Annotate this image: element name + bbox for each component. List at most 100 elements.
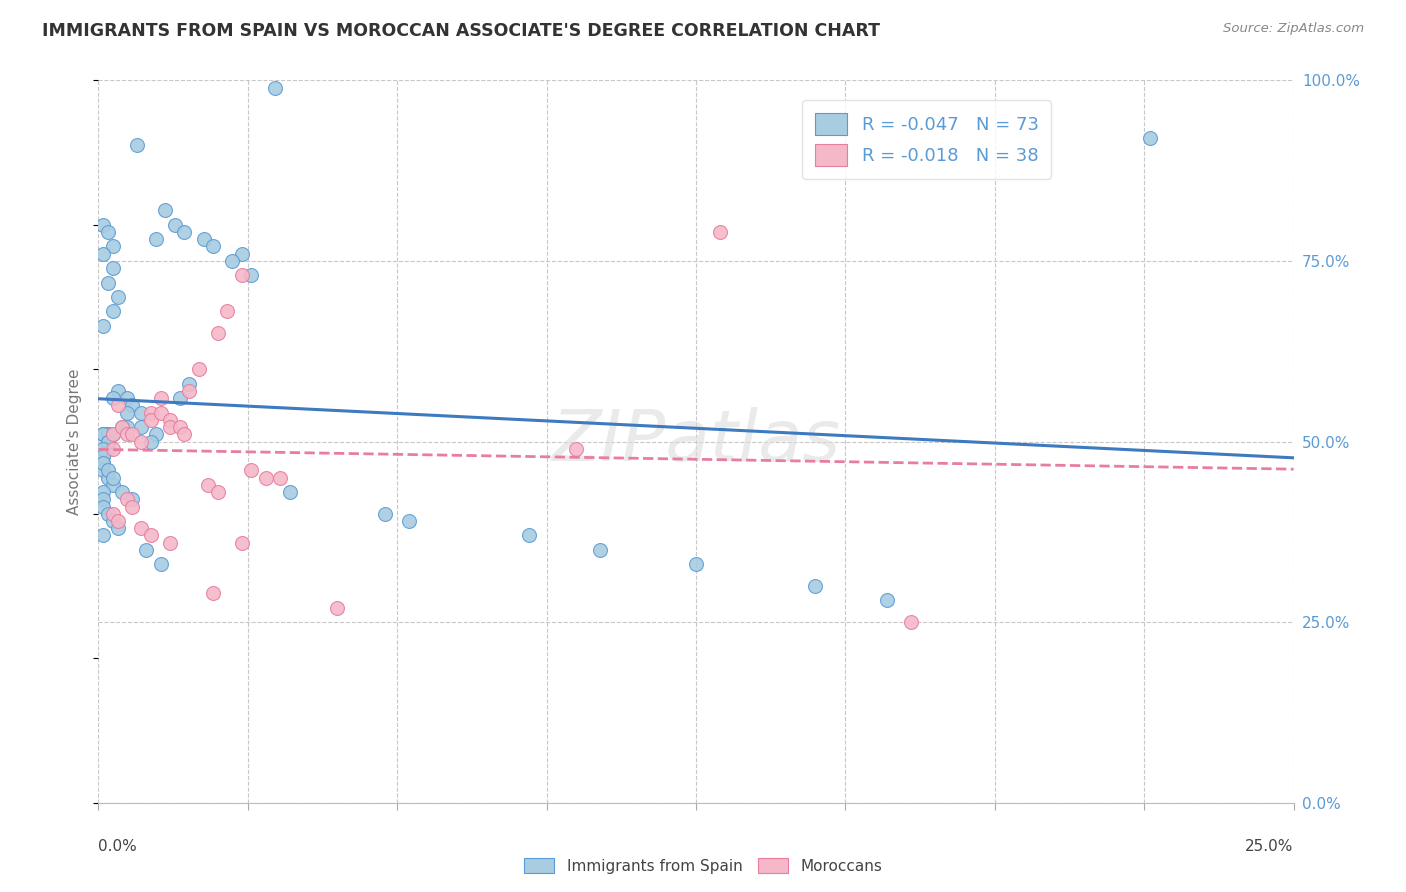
Point bbox=[187, 362, 209, 376]
Point bbox=[101, 261, 124, 276]
Point bbox=[131, 521, 153, 535]
Point bbox=[91, 449, 114, 463]
Point bbox=[231, 268, 253, 283]
Point bbox=[589, 542, 612, 557]
Point bbox=[231, 246, 253, 260]
Point bbox=[101, 304, 124, 318]
Point bbox=[101, 427, 124, 442]
Point bbox=[115, 420, 138, 434]
Point bbox=[517, 528, 540, 542]
Point bbox=[115, 406, 138, 420]
Point bbox=[101, 478, 124, 492]
Point bbox=[269, 470, 291, 484]
Point bbox=[101, 239, 124, 253]
Point bbox=[101, 427, 124, 442]
Point bbox=[91, 485, 114, 500]
Point bbox=[91, 427, 114, 442]
Point bbox=[139, 434, 162, 449]
Point bbox=[97, 470, 120, 484]
Point bbox=[91, 463, 114, 477]
Point bbox=[101, 442, 124, 456]
Point bbox=[107, 521, 129, 535]
Text: 25.0%: 25.0% bbox=[1246, 838, 1294, 854]
Point bbox=[121, 398, 143, 412]
Point bbox=[709, 225, 731, 239]
Point bbox=[131, 420, 153, 434]
Point bbox=[900, 615, 922, 630]
Point bbox=[139, 528, 162, 542]
Point bbox=[804, 579, 827, 593]
Point bbox=[121, 492, 143, 507]
Point bbox=[91, 500, 114, 514]
Point bbox=[91, 246, 114, 260]
Point bbox=[125, 138, 148, 153]
Point bbox=[145, 427, 167, 442]
Point bbox=[163, 218, 186, 232]
Point bbox=[91, 492, 114, 507]
Point bbox=[173, 427, 195, 442]
Point bbox=[565, 442, 588, 456]
Point bbox=[121, 427, 143, 442]
Text: Source: ZipAtlas.com: Source: ZipAtlas.com bbox=[1223, 22, 1364, 36]
Point bbox=[173, 225, 195, 239]
Point bbox=[97, 427, 120, 442]
Point bbox=[111, 420, 134, 434]
Point bbox=[264, 80, 287, 95]
Point bbox=[101, 507, 124, 521]
Point bbox=[115, 391, 138, 405]
Point bbox=[159, 413, 181, 427]
Point bbox=[97, 463, 120, 477]
Point bbox=[111, 485, 134, 500]
Point bbox=[326, 600, 349, 615]
Point bbox=[159, 420, 181, 434]
Point bbox=[97, 276, 120, 290]
Legend: R = -0.047   N = 73, R = -0.018   N = 38: R = -0.047 N = 73, R = -0.018 N = 38 bbox=[803, 100, 1052, 178]
Point bbox=[101, 427, 124, 442]
Point bbox=[97, 225, 120, 239]
Point bbox=[240, 463, 263, 477]
Point bbox=[101, 514, 124, 528]
Point bbox=[139, 413, 162, 427]
Point bbox=[97, 427, 120, 442]
Point bbox=[91, 427, 114, 442]
Point bbox=[139, 406, 162, 420]
Point bbox=[111, 420, 134, 434]
Point bbox=[1139, 131, 1161, 145]
Point bbox=[374, 507, 396, 521]
Point bbox=[179, 376, 201, 391]
Point bbox=[254, 470, 277, 484]
Point bbox=[193, 232, 215, 246]
Point bbox=[91, 456, 114, 470]
Text: IMMIGRANTS FROM SPAIN VS MOROCCAN ASSOCIATE'S DEGREE CORRELATION CHART: IMMIGRANTS FROM SPAIN VS MOROCCAN ASSOCI… bbox=[42, 22, 880, 40]
Point bbox=[107, 398, 129, 412]
Point bbox=[155, 203, 177, 218]
Point bbox=[231, 535, 253, 549]
Point bbox=[101, 391, 124, 405]
Point bbox=[202, 586, 225, 600]
Point bbox=[135, 542, 157, 557]
Point bbox=[221, 253, 243, 268]
Point bbox=[91, 528, 114, 542]
Point bbox=[107, 290, 129, 304]
Point bbox=[149, 406, 172, 420]
Y-axis label: Associate's Degree: Associate's Degree bbox=[67, 368, 83, 515]
Point bbox=[169, 420, 191, 434]
Point bbox=[91, 318, 114, 333]
Point bbox=[876, 593, 898, 607]
Point bbox=[115, 427, 138, 442]
Point bbox=[97, 507, 120, 521]
Point bbox=[91, 456, 114, 470]
Point bbox=[278, 485, 301, 500]
Point bbox=[101, 470, 124, 484]
Point bbox=[97, 434, 120, 449]
Point bbox=[169, 391, 191, 405]
Point bbox=[131, 406, 153, 420]
Point bbox=[115, 492, 138, 507]
Point bbox=[685, 558, 707, 572]
Point bbox=[107, 384, 129, 398]
Point bbox=[97, 434, 120, 449]
Point bbox=[145, 232, 167, 246]
Text: ZIPatlas: ZIPatlas bbox=[551, 407, 841, 476]
Point bbox=[149, 391, 172, 405]
Point bbox=[91, 442, 114, 456]
